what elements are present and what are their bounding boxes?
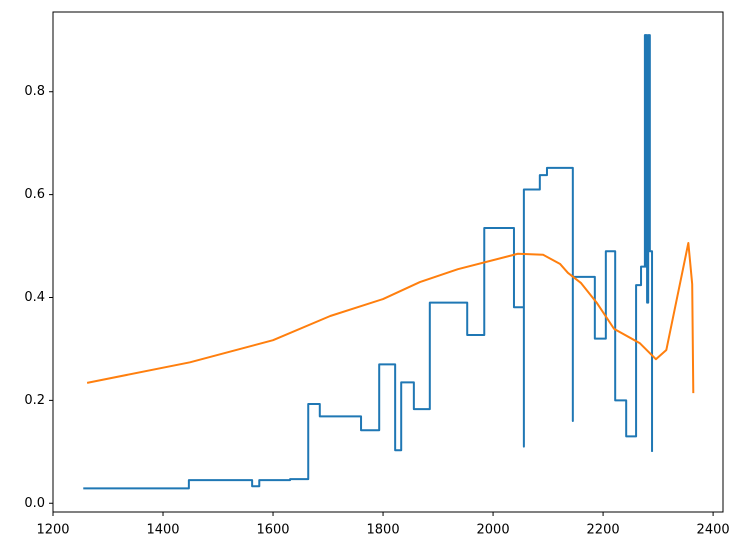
x-tick-label: 1800 <box>367 523 400 538</box>
x-tick-label: 1600 <box>256 523 289 538</box>
axes-frame <box>52 11 724 513</box>
x-tick-label: 2000 <box>477 523 510 538</box>
x-tick-label: 2200 <box>587 523 620 538</box>
plot-area <box>53 12 723 512</box>
y-tick-label: 0.2 <box>24 393 45 408</box>
y-tick-label: 0.8 <box>24 84 45 99</box>
x-tick-label: 1200 <box>36 523 69 538</box>
data-line <box>83 34 654 490</box>
y-tick-label: 0.4 <box>24 290 45 305</box>
x-tick-label: 1400 <box>146 523 179 538</box>
y-tick-label: 0.0 <box>24 496 45 511</box>
y-tick-label: 0.6 <box>24 187 45 202</box>
data-line <box>86 241 695 394</box>
x-tick-label: 2400 <box>697 523 730 538</box>
